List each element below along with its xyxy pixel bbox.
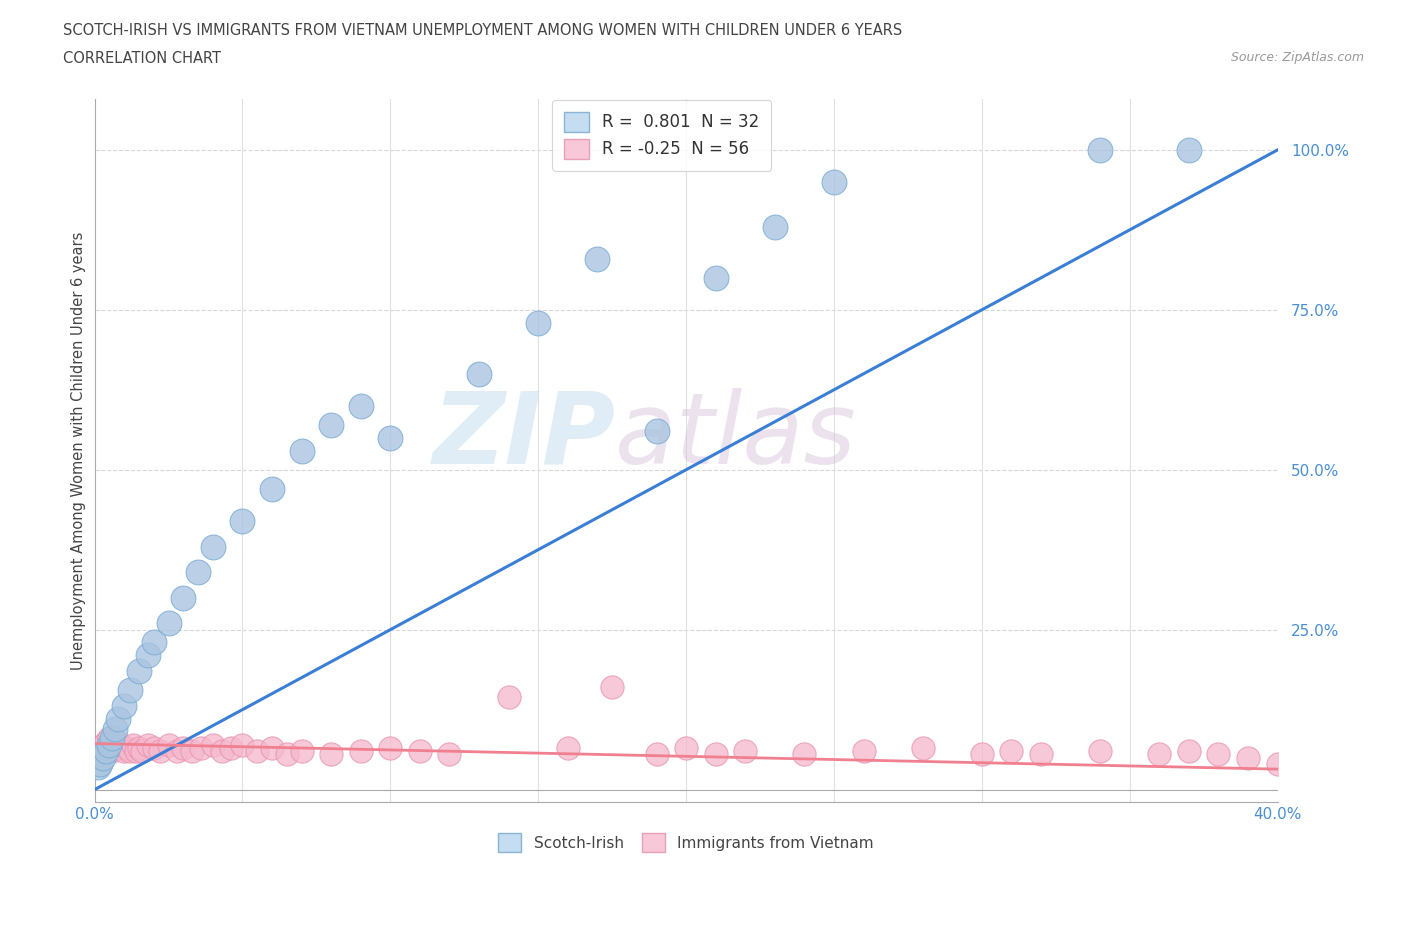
Point: [104, 737, 127, 752]
Point: [93, 751, 115, 765]
Point: [1088, 142, 1111, 157]
Text: Source: ZipAtlas.com: Source: ZipAtlas.com: [1230, 51, 1364, 64]
Point: [125, 744, 148, 759]
Point: [380, 431, 402, 445]
Point: [527, 315, 550, 330]
Point: [89, 757, 111, 772]
Point: [122, 737, 145, 752]
Point: [1149, 747, 1171, 762]
Point: [93, 737, 115, 752]
Point: [142, 635, 165, 650]
Point: [763, 219, 786, 234]
Text: CORRELATION CHART: CORRELATION CHART: [63, 51, 221, 66]
Point: [350, 398, 373, 413]
Point: [89, 740, 111, 755]
Point: [96, 734, 118, 749]
Point: [120, 683, 142, 698]
Point: [120, 744, 142, 759]
Point: [166, 744, 188, 759]
Point: [157, 616, 180, 631]
Point: [557, 740, 579, 755]
Point: [107, 711, 129, 726]
Point: [1029, 747, 1052, 762]
Point: [149, 744, 172, 759]
Legend: Scotch-Irish, Immigrants from Vietnam: Scotch-Irish, Immigrants from Vietnam: [492, 827, 880, 858]
Point: [187, 565, 209, 579]
Point: [246, 744, 269, 759]
Y-axis label: Unemployment Among Women with Children Under 6 years: Unemployment Among Women with Children U…: [72, 232, 86, 670]
Point: [172, 591, 194, 605]
Point: [98, 737, 121, 752]
Point: [793, 747, 815, 762]
Point: [201, 539, 224, 554]
Point: [104, 722, 127, 737]
Point: [110, 740, 132, 755]
Point: [600, 680, 623, 695]
Point: [1178, 744, 1201, 759]
Text: ZIP: ZIP: [432, 388, 614, 485]
Point: [911, 740, 934, 755]
Point: [852, 744, 875, 759]
Point: [970, 747, 993, 762]
Point: [190, 740, 212, 755]
Point: [231, 513, 253, 528]
Point: [645, 424, 668, 439]
Point: [142, 740, 165, 755]
Point: [112, 744, 135, 759]
Point: [101, 744, 124, 759]
Point: [734, 744, 756, 759]
Point: [586, 251, 609, 266]
Point: [211, 744, 233, 759]
Point: [321, 747, 343, 762]
Point: [136, 737, 159, 752]
Point: [157, 737, 180, 752]
Point: [86, 760, 108, 775]
Point: [704, 747, 727, 762]
Point: [1267, 757, 1289, 772]
Point: [1178, 142, 1201, 157]
Point: [115, 740, 138, 755]
Point: [704, 271, 727, 286]
Point: [260, 482, 283, 497]
Point: [498, 689, 520, 704]
Point: [128, 740, 150, 755]
Point: [128, 664, 150, 679]
Point: [107, 734, 129, 749]
Point: [291, 443, 314, 458]
Point: [172, 740, 194, 755]
Point: [350, 744, 373, 759]
Text: atlas: atlas: [614, 388, 856, 485]
Point: [201, 737, 224, 752]
Point: [380, 740, 402, 755]
Point: [645, 747, 668, 762]
Point: [219, 740, 242, 755]
Point: [181, 744, 204, 759]
Point: [321, 418, 343, 432]
Point: [1088, 744, 1111, 759]
Point: [101, 731, 124, 746]
Point: [439, 747, 461, 762]
Point: [136, 648, 159, 663]
Point: [260, 740, 283, 755]
Point: [468, 366, 491, 381]
Point: [231, 737, 253, 752]
Point: [276, 747, 298, 762]
Point: [409, 744, 432, 759]
Point: [112, 699, 135, 714]
Point: [98, 731, 121, 746]
Point: [1208, 747, 1230, 762]
Point: [86, 747, 108, 762]
Point: [1237, 751, 1260, 765]
Point: [675, 740, 697, 755]
Text: SCOTCH-IRISH VS IMMIGRANTS FROM VIETNAM UNEMPLOYMENT AMONG WOMEN WITH CHILDREN U: SCOTCH-IRISH VS IMMIGRANTS FROM VIETNAM …: [63, 23, 903, 38]
Point: [1000, 744, 1022, 759]
Point: [823, 175, 845, 190]
Point: [131, 744, 153, 759]
Point: [96, 744, 118, 759]
Point: [291, 744, 314, 759]
